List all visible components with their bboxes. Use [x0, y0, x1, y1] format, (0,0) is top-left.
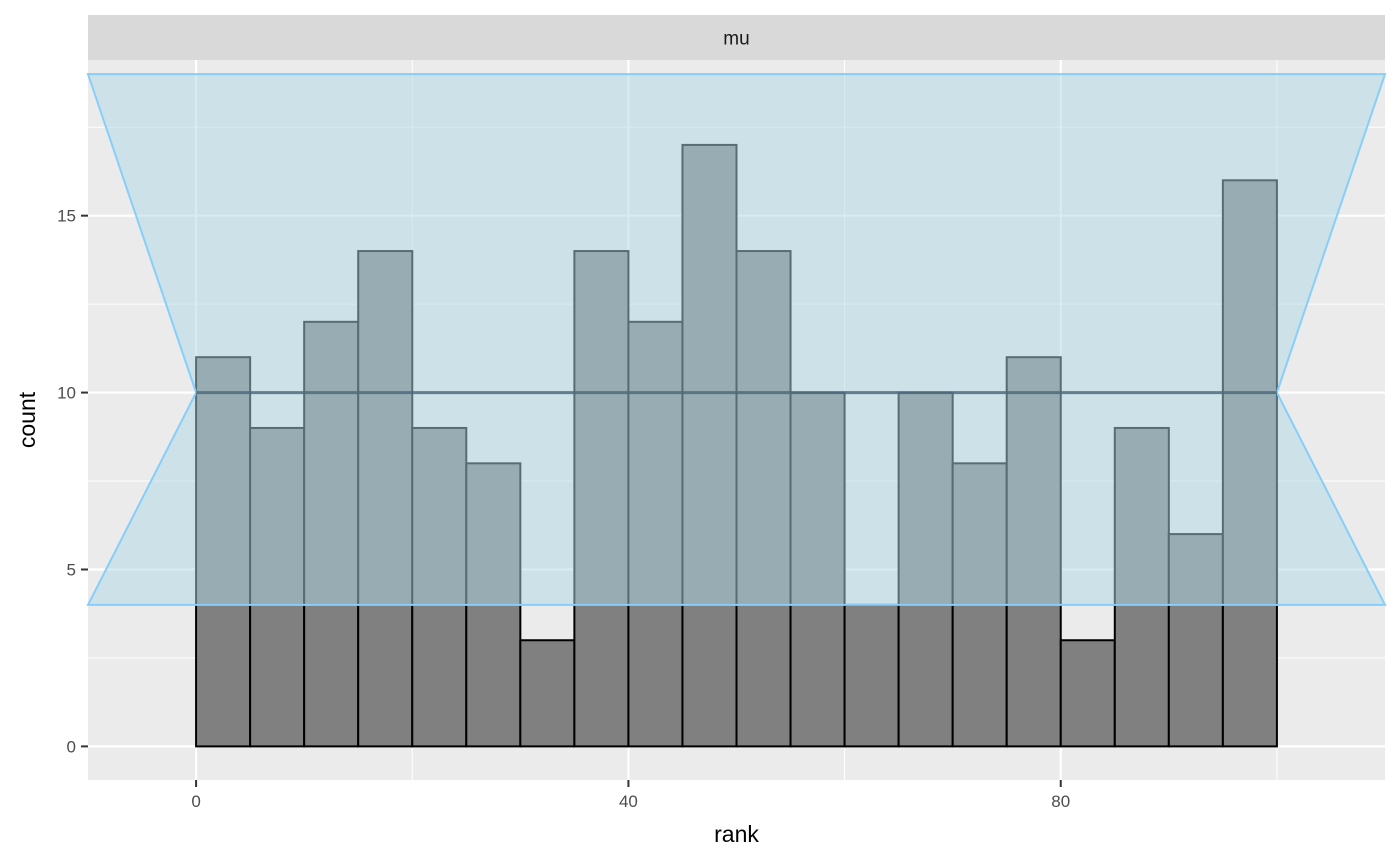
y-tick-label: 5: [67, 560, 76, 579]
x-tick-label: 40: [619, 792, 638, 811]
x-tick-label: 0: [191, 792, 200, 811]
histogram-bar: [843, 603, 900, 748]
facet-strip-label: mu: [723, 29, 749, 50]
x-axis-title: rank: [714, 821, 759, 847]
histogram-bar: [519, 639, 576, 748]
y-tick-label: 10: [57, 384, 76, 403]
confidence-band: [86, 73, 1387, 606]
y-axis: 0 5 10 15: [57, 207, 88, 756]
y-tick-label: 0: [67, 737, 76, 756]
x-axis: 0 40 80: [191, 780, 1070, 811]
histogram-bar: [1059, 639, 1116, 748]
y-axis-title: count: [14, 391, 40, 448]
x-tick-label: 80: [1051, 792, 1070, 811]
facet-strip: [88, 15, 1385, 60]
y-tick-label: 15: [57, 207, 76, 226]
